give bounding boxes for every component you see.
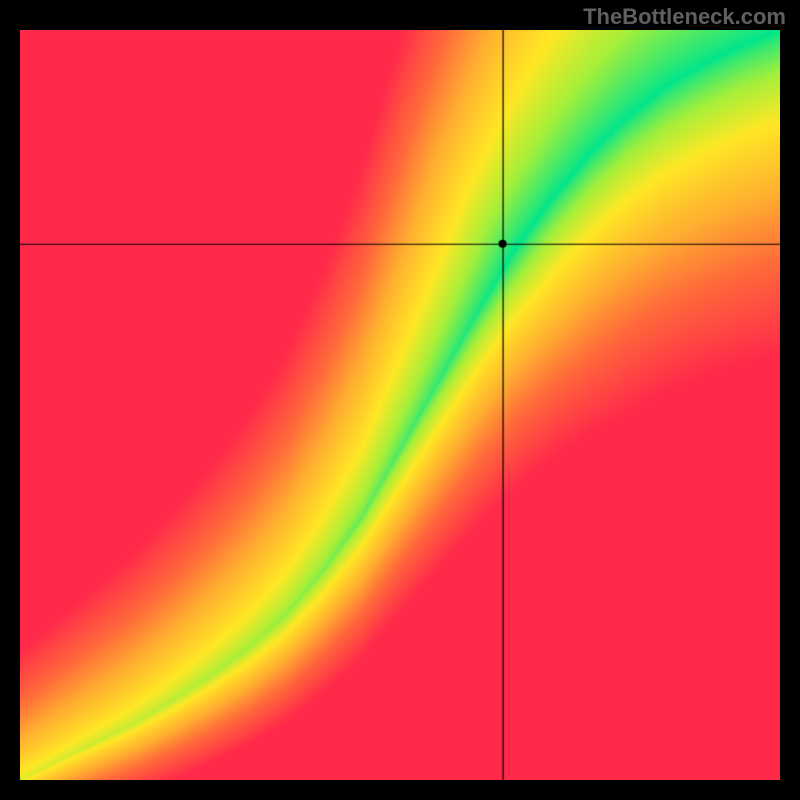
watermark-text: TheBottleneck.com [583, 4, 786, 30]
heatmap-canvas [20, 30, 780, 780]
heatmap-plot [20, 30, 780, 780]
